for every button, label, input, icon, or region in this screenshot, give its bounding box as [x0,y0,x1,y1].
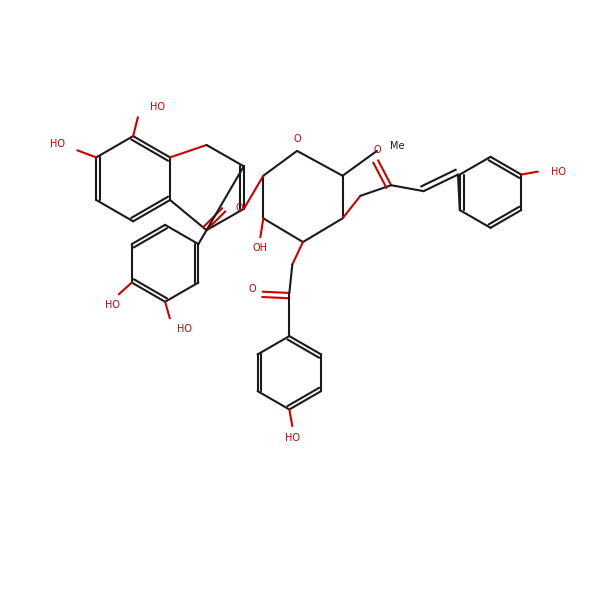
Text: HO: HO [285,433,300,443]
Text: Me: Me [390,141,404,151]
Text: O: O [248,284,256,294]
Text: HO: HO [106,300,121,310]
Text: HO: HO [551,167,566,176]
Text: O: O [236,203,244,214]
Text: OH: OH [253,243,268,253]
Text: O: O [373,145,381,155]
Text: HO: HO [150,101,165,112]
Text: HO: HO [177,324,192,334]
Text: O: O [293,134,301,144]
Text: HO: HO [50,139,65,149]
